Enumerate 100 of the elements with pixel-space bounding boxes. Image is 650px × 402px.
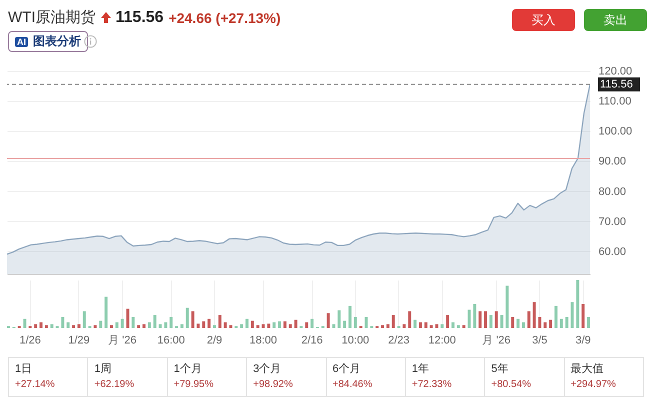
y-tick-label: 70.00 (598, 216, 626, 228)
ref-line-label: 115.56 (600, 78, 633, 90)
bar (576, 280, 580, 328)
y-tick-label: 120.00 (598, 66, 632, 78)
bar (250, 320, 254, 328)
bar (99, 320, 102, 328)
bar (104, 296, 108, 328)
text: 图表分析 (33, 33, 81, 50)
bar (338, 310, 341, 328)
bar (153, 315, 156, 328)
text: +98.92% (253, 379, 294, 390)
bar (511, 316, 514, 328)
bar (115, 322, 118, 328)
bar (494, 311, 498, 328)
bar (180, 324, 184, 328)
bar (554, 306, 558, 328)
text: AI (15, 36, 28, 46)
bar (522, 322, 525, 328)
bar (137, 325, 140, 328)
bar (256, 325, 260, 328)
bar (94, 325, 97, 328)
x-tick-label: 18:00 (250, 334, 278, 346)
y-tick-label: 60.00 (598, 246, 626, 258)
bar (224, 322, 227, 328)
bar (392, 315, 395, 328)
bar (158, 324, 162, 328)
chart-subtitle: 115.56 +24.66 (+27.13%) (116, 8, 281, 26)
bar (212, 325, 216, 328)
category-label: 6个月 (332, 362, 362, 376)
bar (532, 302, 536, 328)
bar (435, 324, 438, 328)
x-tick-label: 月 '26 (108, 334, 137, 346)
bar (452, 322, 454, 328)
bar (527, 311, 530, 328)
bar (424, 322, 428, 328)
x-tick-label: 16:00 (157, 334, 185, 346)
bar (402, 324, 406, 328)
x-tick-label: 1/26 (19, 334, 41, 346)
bar (386, 324, 390, 328)
bar (506, 286, 509, 328)
chart-title: WTI原油期货 (8, 8, 96, 27)
bar (294, 320, 298, 328)
bar (305, 322, 308, 328)
text: +294.97% (570, 379, 617, 390)
bar (132, 316, 135, 328)
bar (462, 325, 466, 328)
bar (110, 325, 113, 328)
bar (202, 321, 206, 328)
bar (278, 321, 282, 328)
x-tick-label: 2/23 (388, 334, 410, 346)
bar (538, 316, 542, 328)
bar (582, 304, 585, 328)
bar (272, 322, 276, 328)
category-label: 1日 (15, 362, 34, 376)
x-tick-label: 2/9 (206, 334, 222, 346)
bar (61, 316, 64, 328)
bar (148, 322, 151, 328)
bar (549, 320, 552, 328)
bar (246, 318, 248, 328)
y-tick-label: 110.00 (598, 96, 632, 108)
x-tick-label: 3/9 (575, 334, 591, 346)
text: +80.54% (491, 379, 532, 390)
bar (332, 324, 336, 328)
bar (408, 311, 412, 328)
bar (354, 316, 357, 328)
bar (381, 325, 384, 328)
category-label: 3个月 (253, 362, 282, 376)
text: +27.14% (15, 379, 56, 390)
bar (50, 324, 54, 328)
text: +62.19% (94, 379, 136, 390)
y-tick-label: 90.00 (598, 156, 626, 168)
bar (587, 316, 590, 328)
x-tick-label: 10:00 (342, 334, 370, 346)
bar (430, 325, 433, 328)
bar (478, 311, 482, 328)
bar (267, 324, 270, 328)
bar (170, 316, 173, 328)
bar (186, 308, 189, 328)
bar (40, 322, 43, 328)
bar (120, 318, 124, 328)
bar (283, 321, 286, 328)
category-label: 1周 (94, 362, 112, 376)
bar (262, 324, 265, 328)
bar (208, 318, 211, 328)
x-tick-label: 12:00 (428, 334, 456, 346)
bar (544, 322, 547, 328)
bar (142, 324, 146, 328)
x-tick-label: 3/5 (532, 334, 548, 346)
bar (414, 320, 417, 328)
category-label: 5年 (491, 362, 510, 376)
bar (77, 324, 80, 328)
x-tick-label: 月 '26 (482, 334, 511, 346)
bar (218, 315, 222, 328)
text: 买入 (512, 9, 575, 31)
bar (310, 318, 314, 328)
bar (500, 315, 504, 328)
text: +72.33% (412, 379, 453, 390)
bar (34, 324, 38, 328)
bar (164, 322, 168, 328)
bar (456, 325, 460, 328)
